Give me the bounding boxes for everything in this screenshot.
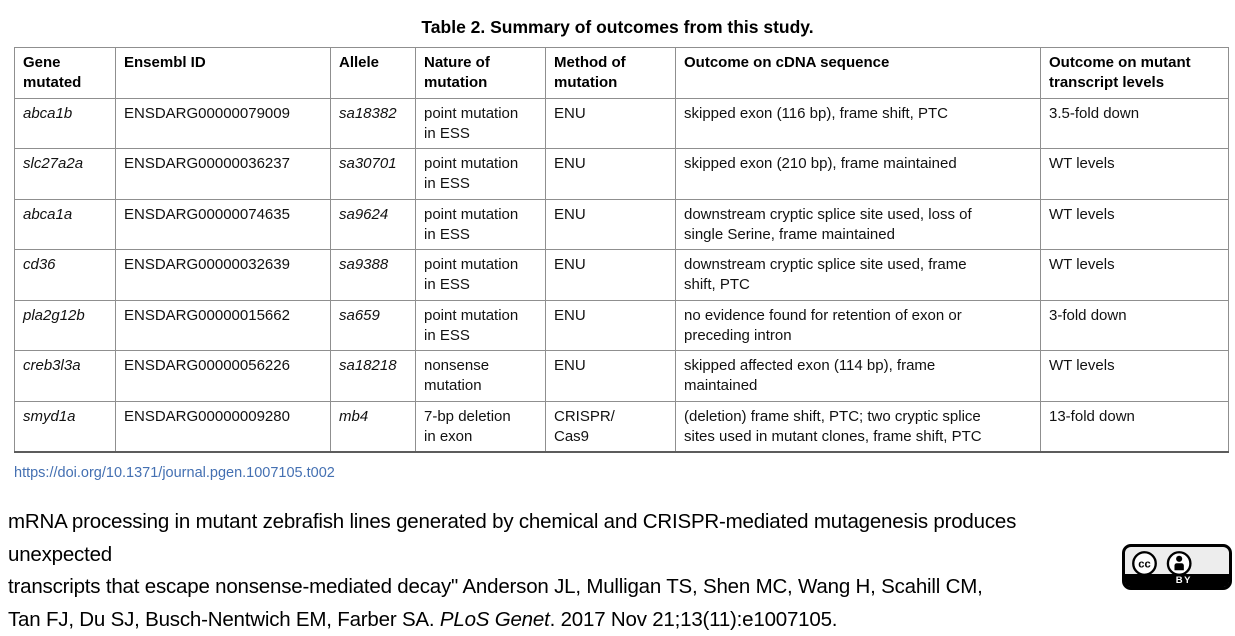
gene-cell: pla2g12b	[14, 299, 116, 351]
outcome-levels-cell: 3-fold down	[1040, 299, 1229, 351]
ensembl-id-cell: ENSDARG00000032639	[115, 249, 331, 301]
method-cell: ENU	[545, 350, 676, 402]
badge-by-label: BY	[1175, 575, 1192, 586]
gene-cell: abca1b	[14, 97, 116, 149]
column-header-nature-of-mutation: Nature of mutation	[415, 47, 546, 99]
outcome-levels-cell: 13-fold down	[1040, 400, 1229, 453]
outcome-levels-cell: WT levels	[1040, 249, 1229, 301]
citation-line1: mRNA processing in mutant zebrafish line…	[8, 510, 1017, 566]
method-cell: ENU	[545, 148, 676, 200]
citation-line2: transcripts that escape nonsense-mediate…	[8, 575, 983, 598]
outcome-cdna-cell: skipped exon (116 bp), frame shift, PTC	[675, 97, 1041, 149]
method-cell: ENU	[545, 198, 676, 250]
column-header-method-of-mutation: Method of mutation	[545, 47, 676, 99]
table-row: slc27a2a ENSDARG00000036237 sa30701 poin…	[14, 148, 1229, 200]
allele-cell: sa659	[330, 299, 416, 351]
citation-journal-name: PLoS Genet	[439, 607, 550, 631]
ensembl-id-cell: ENSDARG00000009280	[115, 400, 331, 453]
svg-text:cc: cc	[1138, 559, 1151, 571]
citation-authors: Tan FJ, Du SJ, Busch-Nentwich EM, Farber…	[8, 607, 440, 631]
ensembl-id-cell: ENSDARG00000015662	[115, 299, 331, 351]
outcome-levels-cell: WT levels	[1040, 148, 1229, 200]
method-cell: ENU	[545, 97, 676, 149]
column-header-allele: Allele	[330, 47, 416, 99]
gene-cell: slc27a2a	[14, 148, 116, 200]
ensembl-id-cell: ENSDARG00000074635	[115, 198, 331, 250]
ensembl-id-cell: ENSDARG00000036237	[115, 148, 331, 200]
citation-text: mRNA processing in mutant zebrafish line…	[8, 506, 1118, 636]
page-title: Table 2. Summary of outcomes from this s…	[421, 17, 814, 37]
outcome-levels-cell: 3.5-fold down	[1040, 97, 1229, 149]
badge-bottom-strip	[1125, 574, 1229, 587]
column-header-ensembl-id: Ensembl ID	[115, 47, 331, 99]
nature-cell: point mutation in ESS	[415, 97, 546, 149]
method-cell: ENU	[545, 299, 676, 351]
creative-commons-icon: cc	[1131, 550, 1158, 577]
gene-cell: creb3l3a	[14, 350, 116, 402]
allele-cell: sa18382	[330, 97, 416, 149]
allele-cell: sa30701	[330, 148, 416, 200]
outcome-cdna-cell: (deletion) frame shift, PTC; two cryptic…	[675, 400, 1041, 453]
outcome-cdna-cell: downstream cryptic splice site used, fra…	[675, 249, 1041, 301]
outcome-cdna-cell: skipped exon (210 bp), frame maintained	[675, 148, 1041, 200]
attribution-person-icon	[1166, 550, 1193, 577]
method-cell: ENU	[545, 249, 676, 301]
method-cell: CRISPR/ Cas9	[545, 400, 676, 453]
outcome-cdna-cell: skipped affected exon (114 bp), frame ma…	[675, 350, 1041, 402]
gene-cell: abca1a	[14, 198, 116, 250]
outcome-cdna-cell: no evidence found for retention of exon …	[675, 299, 1041, 351]
allele-cell: sa9388	[330, 249, 416, 301]
table-row: abca1a ENSDARG00000074635 sa9624 point m…	[14, 198, 1229, 250]
gene-cell: cd36	[14, 249, 116, 301]
ensembl-id-cell: ENSDARG00000079009	[115, 97, 331, 149]
nature-cell: point mutation in ESS	[415, 249, 546, 301]
table-row: abca1b ENSDARG00000079009 sa18382 point …	[14, 97, 1229, 149]
gene-cell: smyd1a	[14, 400, 116, 453]
table-row: creb3l3a ENSDARG00000056226 sa18218 nons…	[14, 350, 1229, 402]
column-header-gene-mutated: Gene mutated	[14, 47, 116, 99]
nature-cell: point mutation in ESS	[415, 299, 546, 351]
allele-cell: sa9624	[330, 198, 416, 250]
nature-cell: point mutation in ESS	[415, 148, 546, 200]
ensembl-id-cell: ENSDARG00000056226	[115, 350, 331, 402]
table-row: cd36 ENSDARG00000032639 sa9388 point mut…	[14, 249, 1229, 301]
table-row: smyd1a ENSDARG00000009280 mb4 7-bp delet…	[14, 400, 1229, 453]
outcomes-table: Gene mutated Ensembl ID Allele Nature of…	[14, 47, 1229, 453]
nature-cell: point mutation in ESS	[415, 198, 546, 250]
cc-by-license-badge[interactable]: cc BY	[1122, 544, 1232, 590]
outcome-levels-cell: WT levels	[1040, 198, 1229, 250]
doi-link[interactable]: https://doi.org/10.1371/journal.pgen.100…	[14, 465, 335, 481]
nature-cell: 7-bp deletion in exon	[415, 400, 546, 453]
allele-cell: mb4	[330, 400, 416, 453]
outcome-levels-cell: WT levels	[1040, 350, 1229, 402]
table-header-row: Gene mutated Ensembl ID Allele Nature of…	[14, 47, 1229, 99]
column-header-outcome-transcript-levels: Outcome on mutant transcript levels	[1040, 47, 1229, 99]
allele-cell: sa18218	[330, 350, 416, 402]
citation-pub-details: . 2017 Nov 21;13(11):e1007105.	[549, 607, 838, 631]
table-row: pla2g12b ENSDARG00000015662 sa659 point …	[14, 299, 1229, 351]
column-header-outcome-cdna: Outcome on cDNA sequence	[675, 47, 1041, 99]
doi-row: https://doi.org/10.1371/journal.pgen.100…	[14, 464, 1235, 482]
nature-cell: nonsense mutation	[415, 350, 546, 402]
outcome-cdna-cell: downstream cryptic splice site used, los…	[675, 198, 1041, 250]
